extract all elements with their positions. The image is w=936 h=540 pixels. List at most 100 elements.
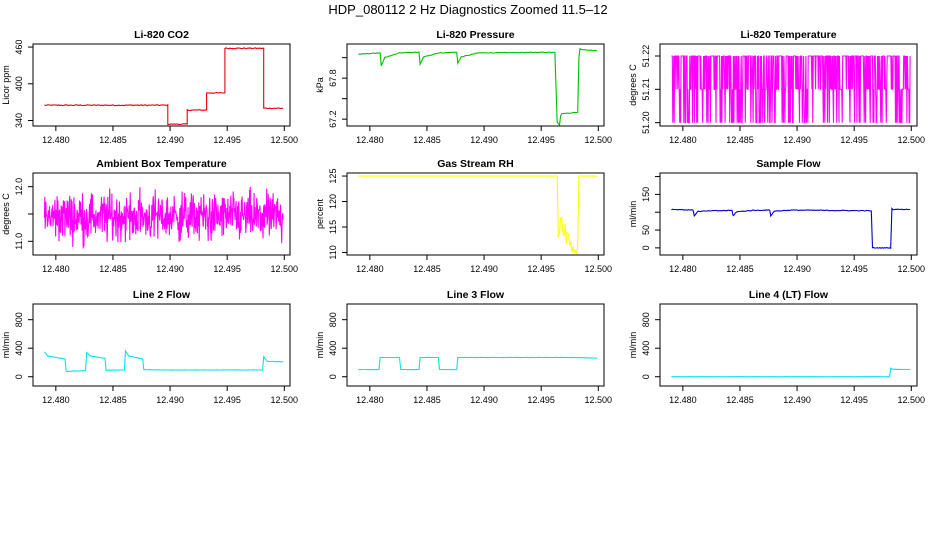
y-axis-label: ml/min (628, 332, 638, 359)
x-tick-label: 12.500 (271, 395, 299, 405)
panel-1: Li-820 CO2 12.480 12.485 12.490 12.495 12.500… (1, 29, 298, 145)
x-tick-label: 12.490 (470, 395, 498, 405)
panel-title: Ambient Box Temperature (96, 158, 227, 170)
plot-frame (659, 303, 918, 387)
y-tick-label: 800 (14, 312, 24, 327)
x-tick-label: 12.500 (585, 395, 613, 405)
x-tick-label: 12.500 (585, 135, 613, 145)
x-tick-label: 12.485 (726, 264, 754, 274)
x-tick-label: 12.490 (783, 135, 811, 145)
plot-frame (346, 303, 605, 387)
y-tick-label: 0 (14, 374, 24, 379)
plot-frame (346, 43, 605, 127)
y-tick-label: 110 (328, 245, 338, 259)
y-axis-label: degrees C (1, 193, 11, 235)
y-tick-label: 125 (328, 169, 338, 184)
x-tick-label: 12.490 (783, 264, 811, 274)
x-tick-label: 12.485 (413, 395, 441, 405)
x-tick-label: 12.480 (356, 264, 384, 274)
x-tick-label: 12.500 (898, 135, 926, 145)
panel-4: Ambient Box Temperature 12.480 12.485 12.49… (1, 158, 298, 274)
series-line (671, 55, 911, 124)
x-tick-label: 12.490 (156, 135, 184, 145)
x-tick-label: 12.495 (527, 135, 555, 145)
x-tick-label: 12.495 (840, 395, 868, 405)
y-tick-label: 340 (14, 113, 24, 128)
x-tick-label: 12.485 (726, 135, 754, 145)
panel-title: Gas Stream RH (437, 158, 513, 170)
plot-frame (659, 43, 918, 127)
panel-6: Sample Flow 12.480 12.485 12.490 12.495 12.50… (628, 158, 925, 274)
y-tick-label: 115 (328, 220, 338, 234)
x-tick-label: 12.480 (42, 264, 70, 274)
x-tick-label: 12.500 (585, 264, 613, 274)
y-tick-label: 51.22 (641, 45, 651, 68)
plot-frame (32, 43, 291, 127)
x-tick-label: 12.500 (271, 135, 299, 145)
x-tick-label: 12.480 (669, 395, 697, 405)
x-tick-label: 12.485 (726, 395, 754, 405)
x-tick-label: 12.480 (42, 395, 70, 405)
x-tick-label: 12.495 (527, 264, 555, 274)
x-tick-label: 12.500 (898, 264, 926, 274)
panel-title: Line 2 Flow (133, 289, 191, 301)
series-line (358, 47, 598, 127)
y-tick-label: 800 (641, 312, 651, 327)
x-tick-label: 12.495 (840, 264, 868, 274)
panel-9: Line 4 (LT) Flow 12.480 12.485 12.490 12.495… (628, 289, 925, 405)
x-tick-label: 12.485 (99, 135, 127, 145)
y-tick-label: 50 (641, 225, 651, 235)
x-tick-label: 12.495 (840, 135, 868, 145)
x-tick-label: 12.485 (99, 264, 127, 274)
plot-frame (659, 172, 918, 256)
series-line (671, 367, 911, 378)
y-tick-label: 67.8 (328, 69, 338, 87)
x-tick-label: 12.490 (470, 264, 498, 274)
x-tick-label: 12.490 (783, 395, 811, 405)
y-axis-label: degrees C (628, 64, 638, 106)
series-line (671, 206, 911, 249)
x-tick-label: 12.480 (356, 395, 384, 405)
x-tick-label: 12.480 (669, 264, 697, 274)
x-tick-label: 12.485 (413, 135, 441, 145)
y-axis-label: percent (315, 198, 325, 229)
x-tick-label: 12.485 (99, 395, 127, 405)
y-tick-label: 51.20 (641, 111, 651, 134)
y-tick-label: 67.2 (328, 110, 338, 128)
panel-title: Li-820 Temperature (740, 29, 836, 41)
y-tick-label: 400 (14, 341, 24, 356)
y-tick-label: 120 (328, 194, 338, 209)
x-tick-label: 12.480 (669, 135, 697, 145)
y-axis-label: kPa (315, 77, 325, 93)
y-axis-label: ml/min (1, 332, 11, 359)
y-tick-label: 11.0 (14, 233, 24, 250)
series-line (43, 186, 284, 249)
figure-title: HDP_080112 2 Hz Diagnostics Zoomed 11.5–… (328, 2, 607, 17)
panel-title: Sample Flow (756, 158, 821, 170)
y-tick-label: 12.0 (14, 178, 24, 196)
x-tick-label: 12.480 (356, 135, 384, 145)
x-tick-label: 12.490 (470, 135, 498, 145)
y-tick-label: 0 (641, 245, 651, 250)
x-tick-label: 12.495 (213, 395, 241, 405)
y-tick-label: 150 (641, 187, 651, 202)
panel-7: Line 2 Flow 12.480 12.485 12.490 12.495 12.50… (1, 289, 298, 405)
x-tick-label: 12.495 (213, 135, 241, 145)
series-line (44, 47, 284, 126)
x-tick-label: 12.500 (898, 395, 926, 405)
y-tick-label: 400 (14, 76, 24, 91)
y-tick-label: 0 (328, 374, 338, 379)
y-tick-label: 51.21 (641, 78, 651, 101)
y-tick-label: 400 (328, 341, 338, 356)
x-tick-label: 12.485 (413, 264, 441, 274)
y-axis-label: Licor ppm (1, 65, 11, 105)
panel-8: Line 3 Flow 12.480 12.485 12.490 12.495 12.50… (315, 289, 612, 405)
y-axis-label: ml/min (628, 201, 638, 228)
plot-frame (346, 172, 605, 256)
x-tick-label: 12.490 (156, 395, 184, 405)
x-tick-label: 12.490 (156, 264, 184, 274)
panel-5: Gas Stream RH 12.480 12.485 12.490 12.495 12.… (315, 158, 612, 274)
panel-title: Line 3 Flow (447, 289, 505, 301)
y-tick-label: 0 (641, 374, 651, 379)
